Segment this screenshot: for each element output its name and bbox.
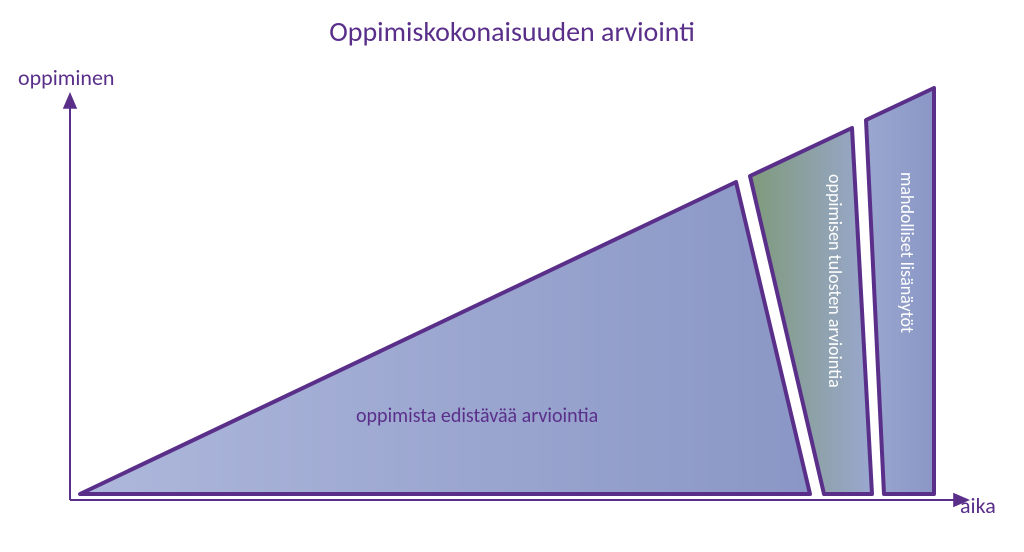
diagram-svg	[0, 0, 1024, 552]
region-formative-label: oppimista edistävää arviointia	[356, 404, 598, 428]
region-formative	[80, 182, 810, 494]
diagram-container: { "meta": { "width": 1024, "height": 552…	[0, 0, 1024, 552]
region-summative-label: oppimisen tulosten arviointia	[824, 174, 846, 388]
region-additional-label: mahdolliset lisänäytöt	[896, 172, 918, 333]
